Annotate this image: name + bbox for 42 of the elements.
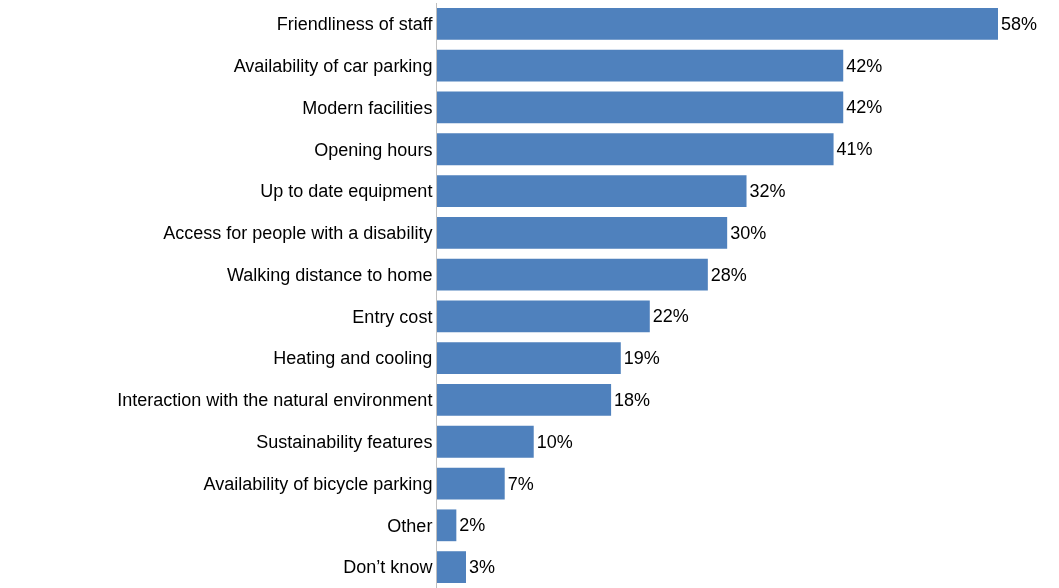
data-label: 41% <box>836 139 873 160</box>
data-label: 18% <box>614 389 651 410</box>
data-label: 7% <box>507 473 534 494</box>
bar <box>437 133 834 166</box>
bar <box>437 175 747 207</box>
data-label: 30% <box>730 222 767 243</box>
data-label: 2% <box>459 515 486 536</box>
bar <box>437 8 998 40</box>
bar <box>437 551 467 583</box>
bar <box>437 91 844 124</box>
y-tick-label: Interaction with the natural environment <box>117 390 433 411</box>
data-label: 3% <box>469 557 496 578</box>
data-label: 42% <box>846 97 883 118</box>
y-tick-label: Friendliness of staff <box>276 14 434 35</box>
data-label: 42% <box>846 55 883 76</box>
y-tick-label: Availability of car parking <box>233 55 433 76</box>
data-label: 10% <box>536 431 573 452</box>
bar <box>437 509 457 542</box>
data-label: 19% <box>623 348 660 369</box>
bar <box>437 258 708 291</box>
data-label: 58% <box>1001 13 1038 34</box>
bar <box>437 342 621 375</box>
bar <box>437 384 612 416</box>
data-label: 28% <box>710 264 747 285</box>
y-tick-label: Opening hours <box>314 139 433 160</box>
bar <box>437 216 728 249</box>
data-label: 32% <box>749 181 786 202</box>
y-tick-label: Heating and cooling <box>273 348 433 369</box>
y-tick-label: Modern facilities <box>302 97 433 118</box>
y-tick-label: Availability of bicycle parking <box>203 473 433 494</box>
data-label: 22% <box>652 306 689 327</box>
y-tick-label: Sustainability features <box>256 432 433 453</box>
y-tick-label: Entry cost <box>352 306 433 327</box>
y-tick-label: Access for people with a disability <box>163 223 433 244</box>
bar <box>437 300 650 333</box>
bar <box>437 49 844 82</box>
y-tick-label: Up to date equipment <box>260 181 433 202</box>
y-tick-label: Other <box>387 515 433 536</box>
bar <box>437 467 505 500</box>
y-tick-label: Walking distance to home <box>226 264 433 285</box>
y-tick-label: Don’t know <box>343 557 434 578</box>
bar <box>437 425 534 458</box>
